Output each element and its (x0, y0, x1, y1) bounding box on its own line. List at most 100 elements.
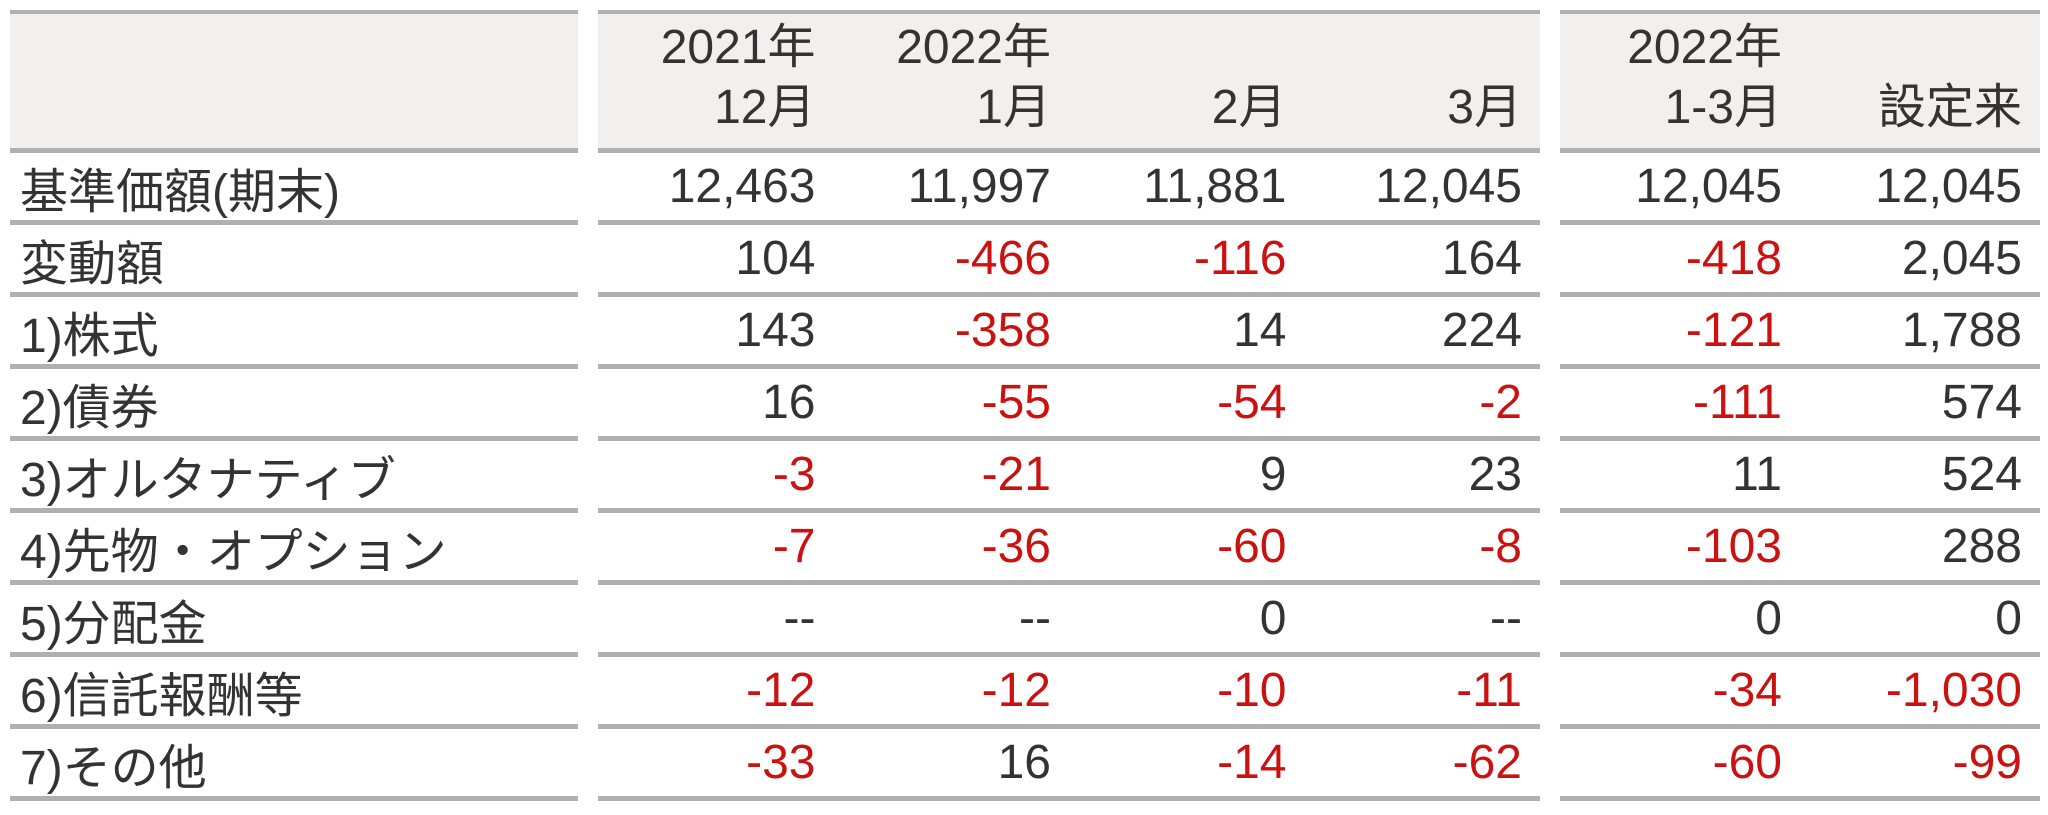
column-header: 3月 (1305, 14, 1541, 148)
row-label: 7)その他 (20, 741, 207, 795)
value-cell: -33 (746, 736, 816, 789)
row-label-segment: 3)オルタナティブ (10, 441, 578, 513)
row-label: 変動額 (20, 237, 165, 291)
value-cell: 288 (1941, 520, 2022, 573)
corner-cell (10, 14, 578, 148)
column-gap (1540, 657, 1560, 729)
row-label-segment: 変動額 (10, 225, 578, 297)
value-cell: 0 (1259, 592, 1287, 645)
column-header: 2022年 1-3月 (1560, 14, 1800, 148)
value-cell: -2 (1479, 376, 1522, 429)
table-row: 7)その他 -33 16 -14 -62 -60 -99 (10, 729, 2040, 801)
row-label: 3)オルタナティブ (20, 453, 396, 507)
value-cell: -10 (1217, 664, 1287, 717)
value-cell: -34 (1712, 664, 1782, 717)
value-cell: -3 (772, 448, 816, 501)
table-row: 1)株式 143 -358 14 224 -121 1,788 (10, 297, 2040, 369)
value-cell: -60 (1712, 736, 1782, 789)
value-cell: 9 (1259, 448, 1287, 501)
table-row: 3)オルタナティブ -3 -21 9 23 11 524 (10, 441, 2040, 513)
row-summary-segment: -34 -1,030 (1560, 657, 2040, 729)
column-gap (578, 585, 598, 657)
column-header-line2: 2月 (1211, 81, 1287, 134)
value-cell: -466 (954, 232, 1051, 285)
value-cell: 11,881 (1143, 160, 1287, 213)
column-header-line2: 12月 (714, 81, 816, 134)
value-cell: -7 (772, 520, 816, 573)
value-cell: 0 (1755, 592, 1782, 645)
row-label-segment: 4)先物・オプション (10, 513, 578, 585)
row-monthly-segment: -33 16 -14 -62 (598, 729, 1540, 801)
value-cell: -60 (1217, 520, 1287, 573)
value-cell: 23 (1468, 448, 1522, 501)
row-label: 1)株式 (20, 309, 159, 363)
value-cell: 12,045 (1375, 160, 1522, 213)
column-header-line2: 設定来 (1877, 81, 2022, 134)
value-cell: 16 (997, 736, 1051, 789)
column-header-line1: 2022年 (896, 21, 1051, 74)
row-summary-segment: 12,045 12,045 (1560, 153, 2040, 225)
header-row: 2021年 12月 2022年 1月 2月 3月 2022年 1-3月 設定来 (10, 10, 2040, 153)
row-label-segment: 7)その他 (10, 729, 578, 801)
row-label-segment: 基準価額(期末) (10, 153, 578, 225)
row-summary-segment: -418 2,045 (1560, 225, 2040, 297)
row-monthly-segment: 104 -466 -116 164 (598, 225, 1540, 297)
value-cell: -62 (1452, 736, 1522, 789)
row-label: 5)分配金 (20, 597, 207, 651)
value-cell: 12,463 (668, 160, 816, 213)
column-header-line2: 3月 (1447, 81, 1522, 134)
table-row: 6)信託報酬等 -12 -12 -10 -11 -34 -1,030 (10, 657, 2040, 729)
row-summary-segment: -60 -99 (1560, 729, 2040, 801)
column-header: 2022年 1月 (834, 14, 1070, 148)
value-cell: -103 (1685, 520, 1782, 573)
value-cell: -358 (954, 304, 1051, 357)
value-cell: 16 (762, 376, 816, 429)
table-row: 5)分配金 -- -- 0 -- 0 0 (10, 585, 2040, 657)
header-block-summary: 2022年 1-3月 設定来 (1560, 10, 2040, 153)
table-row: 基準価額(期末) 12,463 11,997 11,881 12,045 12,045 12… (10, 153, 2040, 225)
row-label-segment: 1)株式 (10, 297, 578, 369)
row-summary-segment: 11 524 (1560, 441, 2040, 513)
column-gap (578, 10, 598, 153)
row-label: 6)信託報酬等 (20, 669, 303, 723)
value-cell: -12 (746, 664, 816, 717)
value-cell: 12,045 (1875, 160, 2022, 213)
column-gap (578, 225, 598, 297)
row-monthly-segment: 16 -55 -54 -2 (598, 369, 1540, 441)
value-cell: -11 (1456, 664, 1522, 717)
value-cell: -418 (1685, 232, 1782, 285)
value-cell: 12,045 (1635, 160, 1782, 213)
column-header: 2021年 12月 (598, 14, 834, 148)
value-cell: -54 (1217, 376, 1287, 429)
row-monthly-segment: 12,463 11,997 11,881 12,045 (598, 153, 1540, 225)
value-cell: 143 (735, 304, 816, 357)
performance-table: 2021年 12月 2022年 1月 2月 3月 2022年 1-3月 設定来 基準価額(期末… (10, 10, 2040, 801)
column-header-line1: 2021年 (660, 21, 816, 74)
header-block-monthly: 2021年 12月 2022年 1月 2月 3月 (598, 10, 1540, 153)
column-gap (1540, 225, 1560, 297)
value-cell: 164 (1441, 232, 1522, 285)
value-cell: 14 (1233, 304, 1287, 357)
value-cell: -99 (1952, 736, 2022, 789)
value-cell: -- (783, 592, 816, 645)
value-cell: 224 (1441, 304, 1522, 357)
column-gap (578, 153, 598, 225)
column-gap (578, 657, 598, 729)
column-gap (1540, 297, 1560, 369)
column-gap (1540, 369, 1560, 441)
row-label-segment: 2)債券 (10, 369, 578, 441)
value-cell: -121 (1685, 304, 1782, 357)
row-summary-segment: -121 1,788 (1560, 297, 2040, 369)
table-row: 変動額 104 -466 -116 164 -418 2,045 (10, 225, 2040, 297)
value-cell: 0 (1995, 592, 2022, 645)
value-cell: -116 (1193, 232, 1287, 285)
column-header-line2: 1-3月 (1664, 81, 1782, 134)
row-monthly-segment: -- -- 0 -- (598, 585, 1540, 657)
table-row: 4)先物・オプション -7 -36 -60 -8 -103 288 (10, 513, 2040, 585)
row-label: 基準価額(期末) (20, 165, 340, 219)
value-cell: -1,030 (1885, 664, 2022, 717)
column-gap (578, 441, 598, 513)
value-cell: -55 (981, 376, 1051, 429)
row-label-segment: 6)信託報酬等 (10, 657, 578, 729)
row-monthly-segment: -3 -21 9 23 (598, 441, 1540, 513)
